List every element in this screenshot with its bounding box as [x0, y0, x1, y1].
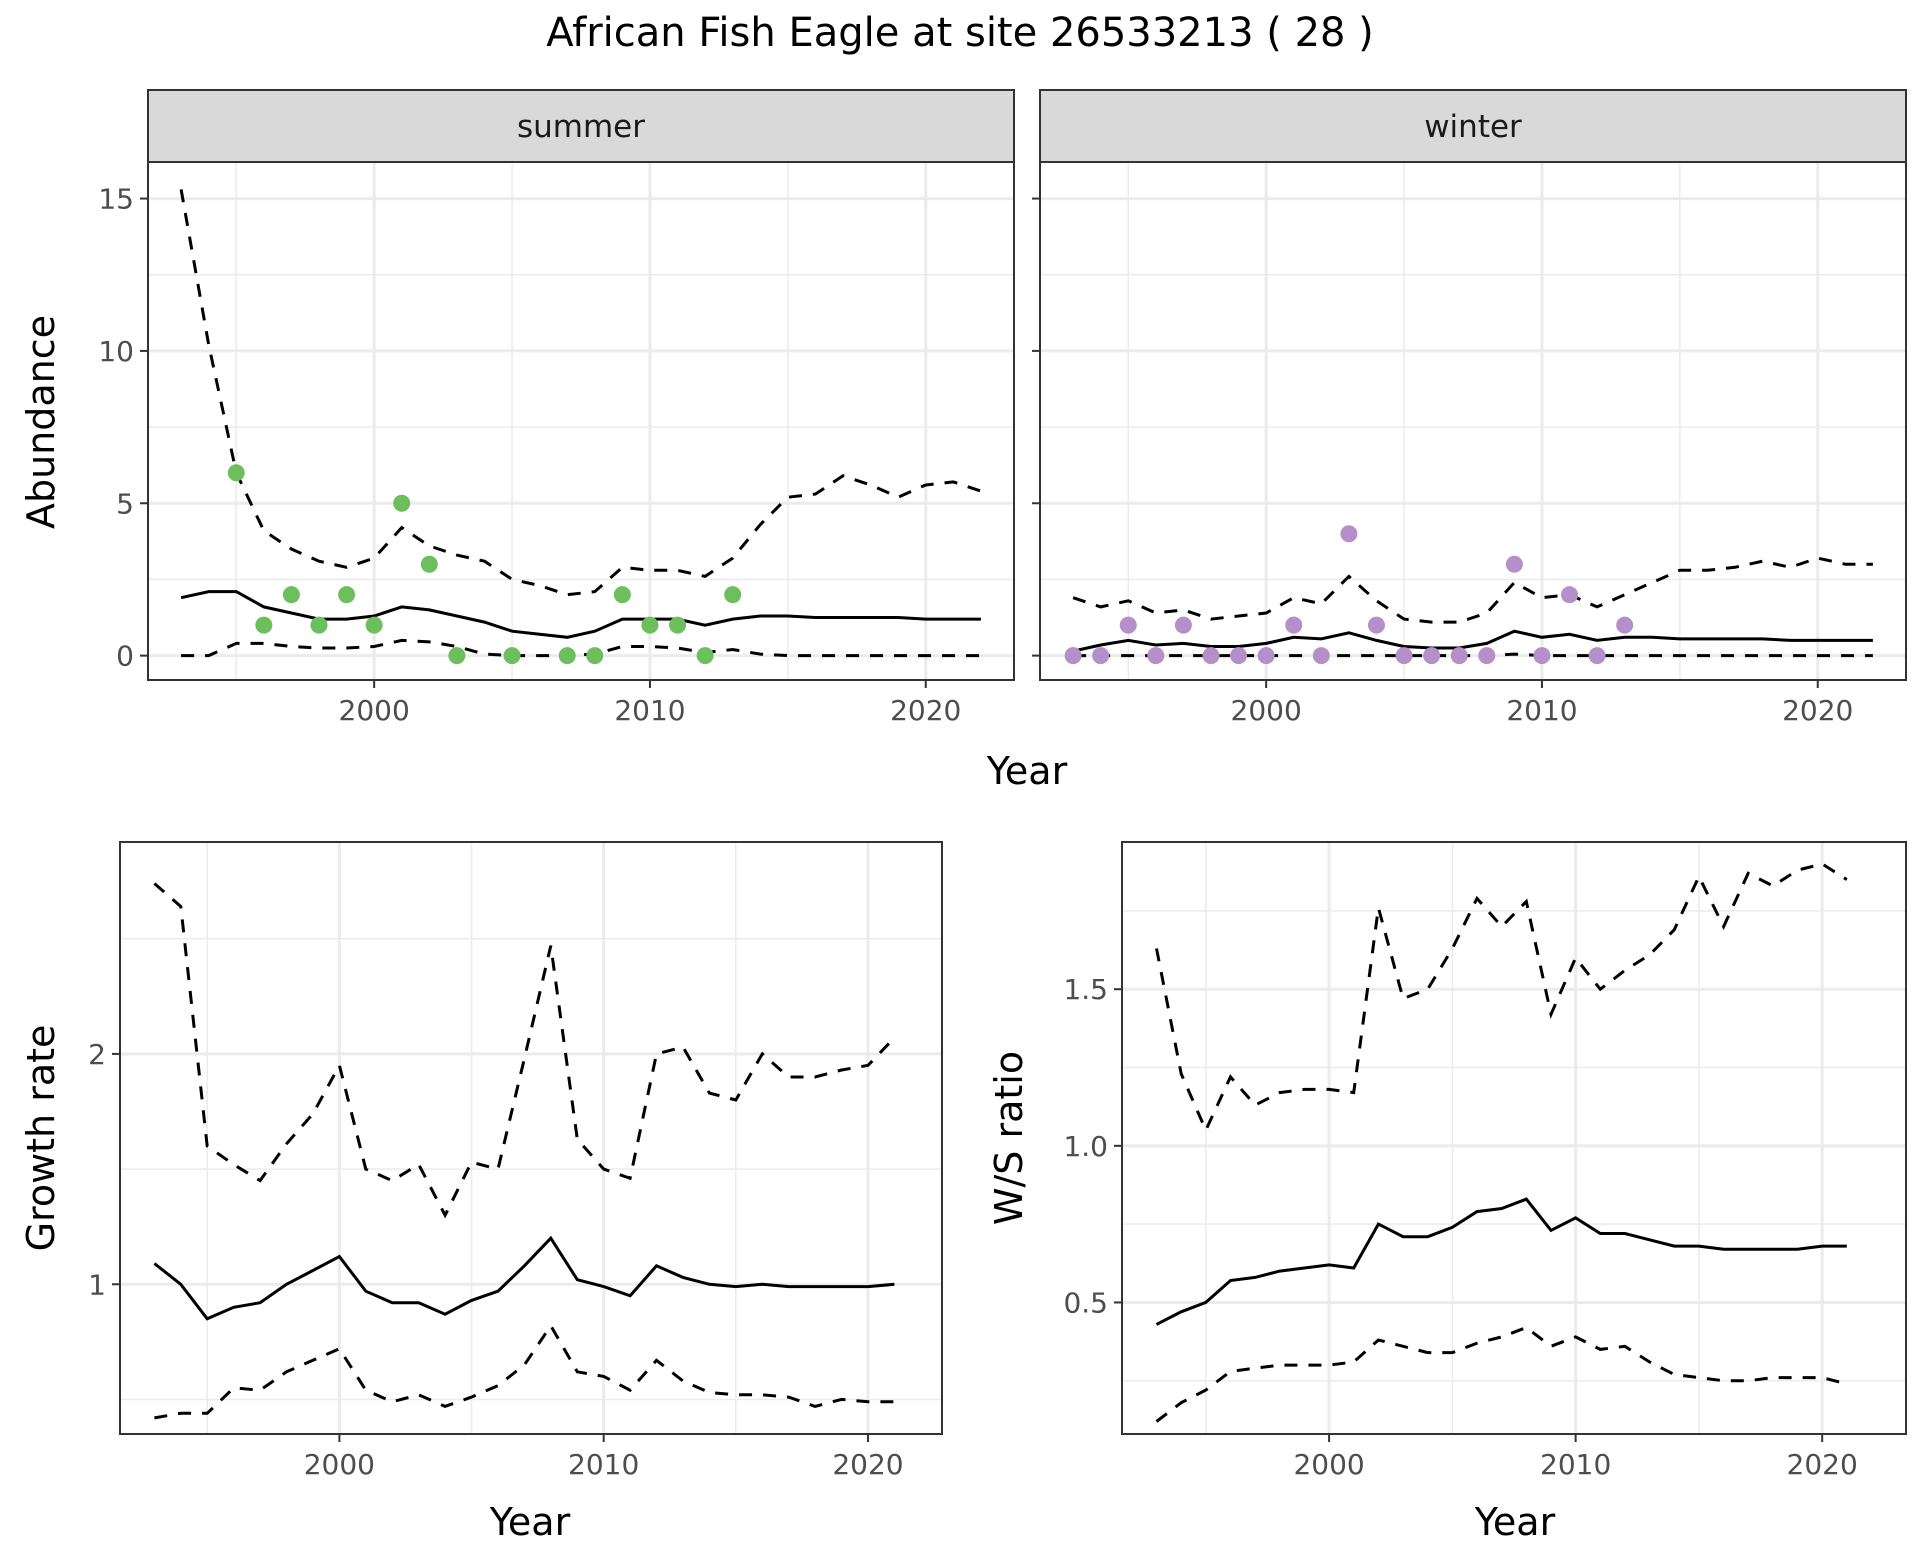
observed-point [641, 616, 659, 634]
y-tick-label: 1.5 [1063, 973, 1108, 1006]
line-lower [1155, 1325, 1848, 1423]
observed-point [227, 464, 245, 482]
panel-border [1039, 161, 1907, 681]
line-mean [1155, 1197, 1847, 1326]
plot-background [1122, 842, 1906, 1434]
line-upper [1072, 556, 1873, 624]
line-lower [181, 638, 981, 658]
y-tick-label: 0 [116, 640, 134, 673]
observed-point [1257, 647, 1275, 665]
observed-point [282, 586, 300, 604]
observed-point [420, 555, 438, 573]
x-tick-label: 2000 [304, 1448, 375, 1481]
panel-border [1121, 841, 1907, 1435]
observed-point [255, 616, 273, 634]
x-tick-label: 2010 [568, 1448, 639, 1481]
observed-point [1505, 555, 1523, 573]
y-tick-label: 1.0 [1063, 1130, 1108, 1163]
observed-point [1202, 647, 1220, 665]
y-tick-label: 0.5 [1063, 1286, 1108, 1319]
observed-point [1312, 647, 1330, 665]
observed-point [1230, 647, 1248, 665]
plot-area-winter: 2000 2010 2020 [1032, 161, 1907, 727]
x-tick-label: 2000 [1293, 1448, 1364, 1481]
panel-border [147, 161, 1015, 681]
y-tick-label: 15 [98, 183, 134, 216]
x-tick-label: 2010 [1540, 1448, 1611, 1481]
observed-point [310, 616, 328, 634]
strip-label-winter: winter [1424, 109, 1522, 145]
observed-point [558, 647, 576, 665]
observed-point [1423, 647, 1441, 665]
panel-summer: summer 2000 2010 2020 0 5 10 15 Abundance [19, 89, 1015, 727]
observed-point [365, 616, 383, 634]
plot-area-growth: 2000 2010 2020 1 2 [88, 841, 943, 1481]
observed-point [338, 586, 356, 604]
x-tick-label: 2010 [614, 694, 685, 727]
strip-summer [147, 89, 1015, 163]
x-tick-label: 2000 [339, 694, 410, 727]
observed-point [1064, 647, 1082, 665]
observed-point [1174, 616, 1192, 634]
plot-area-ws-ratio: 2000 2010 2020 0.5 1.0 1.5 [1063, 841, 1907, 1481]
observed-point [1588, 647, 1606, 665]
line-upper [179, 189, 982, 597]
figure-title: African Fish Eagle at site 26533213 ( 28… [546, 10, 1374, 56]
line-upper [153, 882, 896, 1219]
panel-growth: 2000 2010 2020 1 2 Growth rate Year [19, 841, 943, 1544]
plot-background [148, 162, 1014, 680]
observed-point [1119, 616, 1137, 634]
observed-point [724, 586, 742, 604]
observed-point [393, 494, 411, 512]
y-axis-title-ws: W/S ratio [987, 1051, 1031, 1225]
observed-point [1285, 616, 1303, 634]
line-mean [1072, 629, 1873, 653]
plot-background [1040, 162, 1906, 680]
observed-point [586, 647, 604, 665]
x-tick-label: 2000 [1231, 694, 1302, 727]
observed-point [1450, 647, 1468, 665]
y-axis-title-abundance: Abundance [19, 315, 63, 529]
strip-label-summer: summer [517, 109, 645, 145]
observed-point [1340, 525, 1358, 543]
observed-point [448, 647, 466, 665]
x-axis-title-top: Year [986, 749, 1068, 793]
plot-background [120, 842, 942, 1434]
observed-point [1367, 616, 1385, 634]
y-tick-label: 10 [98, 335, 134, 368]
y-tick-label: 2 [88, 1038, 106, 1071]
strip-winter [1039, 89, 1907, 163]
observed-point [1478, 647, 1496, 665]
x-axis-title-ws: Year [1474, 1500, 1556, 1544]
line-lower [154, 1322, 895, 1420]
plot-area-summer: 2000 2010 2020 0 5 10 15 [98, 161, 1015, 727]
observed-point [1561, 586, 1579, 604]
y-tick-label: 1 [88, 1268, 106, 1301]
observed-point [1533, 647, 1551, 665]
observed-point [696, 647, 714, 665]
observed-point [503, 647, 521, 665]
observed-point [1616, 616, 1634, 634]
x-tick-label: 2020 [1787, 1448, 1858, 1481]
observed-point [1092, 647, 1110, 665]
y-axis-title-growth: Growth rate [19, 1025, 63, 1252]
x-tick-label: 2020 [890, 694, 961, 727]
x-axis-title-growth: Year [489, 1500, 571, 1544]
observed-point [613, 586, 631, 604]
panel-border [119, 841, 943, 1435]
observed-point [1395, 647, 1413, 665]
observed-point [669, 616, 687, 634]
line-mean [153, 1235, 895, 1321]
panel-winter: winter 2000 2010 2020 [1032, 89, 1907, 727]
y-tick-label: 5 [116, 487, 134, 520]
x-tick-label: 2010 [1506, 694, 1577, 727]
panel-ws-ratio: 2000 2010 2020 0.5 1.0 1.5 W/S ratio Year [987, 841, 1907, 1544]
x-tick-label: 2020 [1782, 694, 1853, 727]
x-tick-label: 2020 [832, 1448, 903, 1481]
observed-point [1147, 647, 1165, 665]
